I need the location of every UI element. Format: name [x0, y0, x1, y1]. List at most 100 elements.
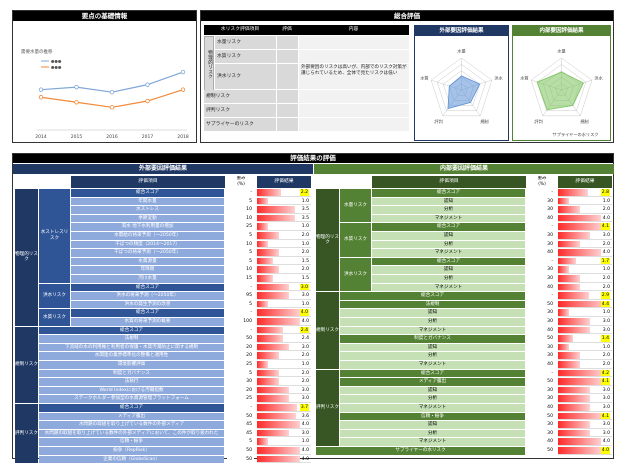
score-value: 1.0	[602, 198, 610, 204]
score-bar	[257, 206, 295, 213]
table-row-item: World Indexにおける汚職指数	[39, 386, 224, 395]
score-value: 1.5	[301, 276, 309, 281]
risk-desc-cell	[299, 104, 409, 117]
table-row-weight: 30	[528, 206, 555, 214]
table-row-weight: 40	[528, 326, 555, 335]
radar-grid	[436, 64, 487, 111]
score-value: 1.0	[602, 310, 610, 316]
risk-item-label: 水質リスク	[215, 50, 276, 63]
score-bar	[257, 386, 290, 394]
risk-subgroup-label: 水ストレスリスク	[39, 189, 70, 283]
score-bar-cell: 1.5	[257, 275, 311, 283]
external-results-title: 外部要因評価結果	[13, 164, 313, 174]
score-bar-cell: 2.0	[558, 361, 612, 369]
risk-subgroup-label: 水質リスク	[340, 223, 371, 257]
table-row-weight: 20	[227, 352, 254, 360]
score-bar	[257, 429, 290, 437]
score-bar	[257, 249, 279, 256]
score-bar	[257, 275, 274, 282]
table-row-weight: -	[227, 326, 254, 335]
table-row-weight: -	[528, 369, 555, 378]
risk-desc-cell	[299, 36, 409, 49]
radar-axis-label: 規制	[580, 118, 588, 125]
risk-group-label: 評判リスク	[316, 369, 339, 446]
score-bar-cell: 1.0	[558, 309, 612, 317]
table-row-weight: 30	[528, 421, 555, 429]
score-value: 1.4	[600, 335, 610, 342]
score-bar-cell: 1.0	[558, 266, 612, 274]
table-row-item: マネジメント	[340, 361, 525, 369]
table-row-item: 水需給の将来予測（～2050年）	[71, 232, 224, 240]
col-header-item: 評価項目	[71, 176, 225, 188]
table-row-weight: 5	[227, 249, 254, 257]
risk-subgroup-label: 水質リスク	[39, 309, 70, 326]
overall-row: 規制リスク	[204, 90, 409, 103]
score-value: 3.0	[602, 430, 610, 436]
score-bar-cell: 3.0	[257, 292, 311, 300]
risk-subgroup-label: 水量リスク	[340, 189, 371, 223]
score-bar-cell: 4.0	[558, 249, 612, 257]
score-bar-cell: 2.0	[558, 240, 612, 249]
table-row-weight: 45	[227, 421, 254, 429]
table-row-weight: 30	[528, 318, 555, 326]
score-bar-cell: 4.1	[558, 412, 612, 421]
table-row-weight: 30	[528, 429, 555, 438]
score-value: 2.0	[301, 353, 309, 359]
risk-item-label: 水量リスク	[215, 36, 276, 49]
table-row-weight: 40	[528, 214, 555, 223]
table-row-item: マネジメント	[340, 326, 525, 335]
table-row-weight: 40	[528, 361, 555, 369]
score-bar-cell: 4.0	[257, 455, 311, 464]
risk-group-label: 評判リスク	[15, 404, 38, 464]
score-bar	[257, 369, 279, 377]
score-bar	[558, 206, 580, 213]
score-value: 2.0	[602, 276, 610, 281]
score-bar-cell: 2.4	[257, 335, 311, 343]
score-bar-cell: 3.0	[558, 386, 612, 395]
score-bar-cell: 1.4	[558, 335, 612, 343]
score-bar-cell: 4.1	[558, 378, 612, 386]
radar-grid	[430, 57, 493, 117]
score-value: 2.0	[602, 207, 610, 213]
table-row-weight: 30	[528, 266, 555, 274]
score-bar	[257, 266, 279, 273]
table-row-item: ステークホルダー参加型の水資源管理プラットフォーム	[39, 395, 224, 403]
radar-axis-label: 規制	[480, 118, 488, 125]
score-bar-cell: 4.0	[558, 447, 612, 455]
score-bar-cell: 4.0	[257, 318, 311, 326]
score-bar	[257, 421, 301, 428]
radar-axis-label: 洪水	[494, 74, 503, 81]
score-bar-cell: 3.0	[558, 429, 612, 438]
score-bar	[558, 438, 602, 445]
score-bar	[257, 438, 268, 445]
score-bar-cell: 3.0	[257, 429, 311, 438]
table-row-weight: 5	[227, 197, 254, 206]
score-bar-cell: 1.7	[558, 257, 612, 266]
internal-results-table: 評価項目 重み (%) 評価結果 物理的リスク 規制リスク 評判リスク 水量リスク 水質リスク…	[316, 176, 612, 458]
score-value: 2.0	[301, 379, 309, 385]
score-value: 3.0	[602, 422, 610, 428]
risk-desc-cell: 外部要因のリスクは高いが、内部でのリスク対策が講じられているため、全体で見たリス…	[299, 64, 409, 89]
overall-row: 水量リスク	[215, 36, 409, 49]
col-header-weight: 重み (%)	[528, 176, 556, 188]
table-row-weight: -	[528, 189, 555, 197]
table-row-weight: 30	[528, 232, 555, 240]
data-point	[180, 87, 186, 92]
score-bar-cell: 2.0	[257, 378, 311, 386]
score-bar	[257, 300, 268, 308]
table-row-weight: 5	[227, 438, 254, 446]
overall-title: 総合評価	[201, 11, 613, 21]
data-point	[74, 84, 79, 90]
x-tick-label: 2018	[177, 134, 189, 140]
score-value: 3.7	[299, 404, 309, 411]
score-bar	[257, 197, 268, 205]
score-bar	[558, 257, 577, 265]
score-bar-cell: 3.5	[257, 206, 311, 214]
score-bar-cell: 4.0	[558, 438, 612, 446]
risk-eval-cell	[277, 64, 298, 89]
score-bar	[257, 404, 297, 411]
table-row-item: 環境影響評価	[39, 361, 224, 369]
line-chart-title: 需要水量の推移	[21, 48, 53, 55]
table-row-weight: 45	[227, 429, 254, 438]
